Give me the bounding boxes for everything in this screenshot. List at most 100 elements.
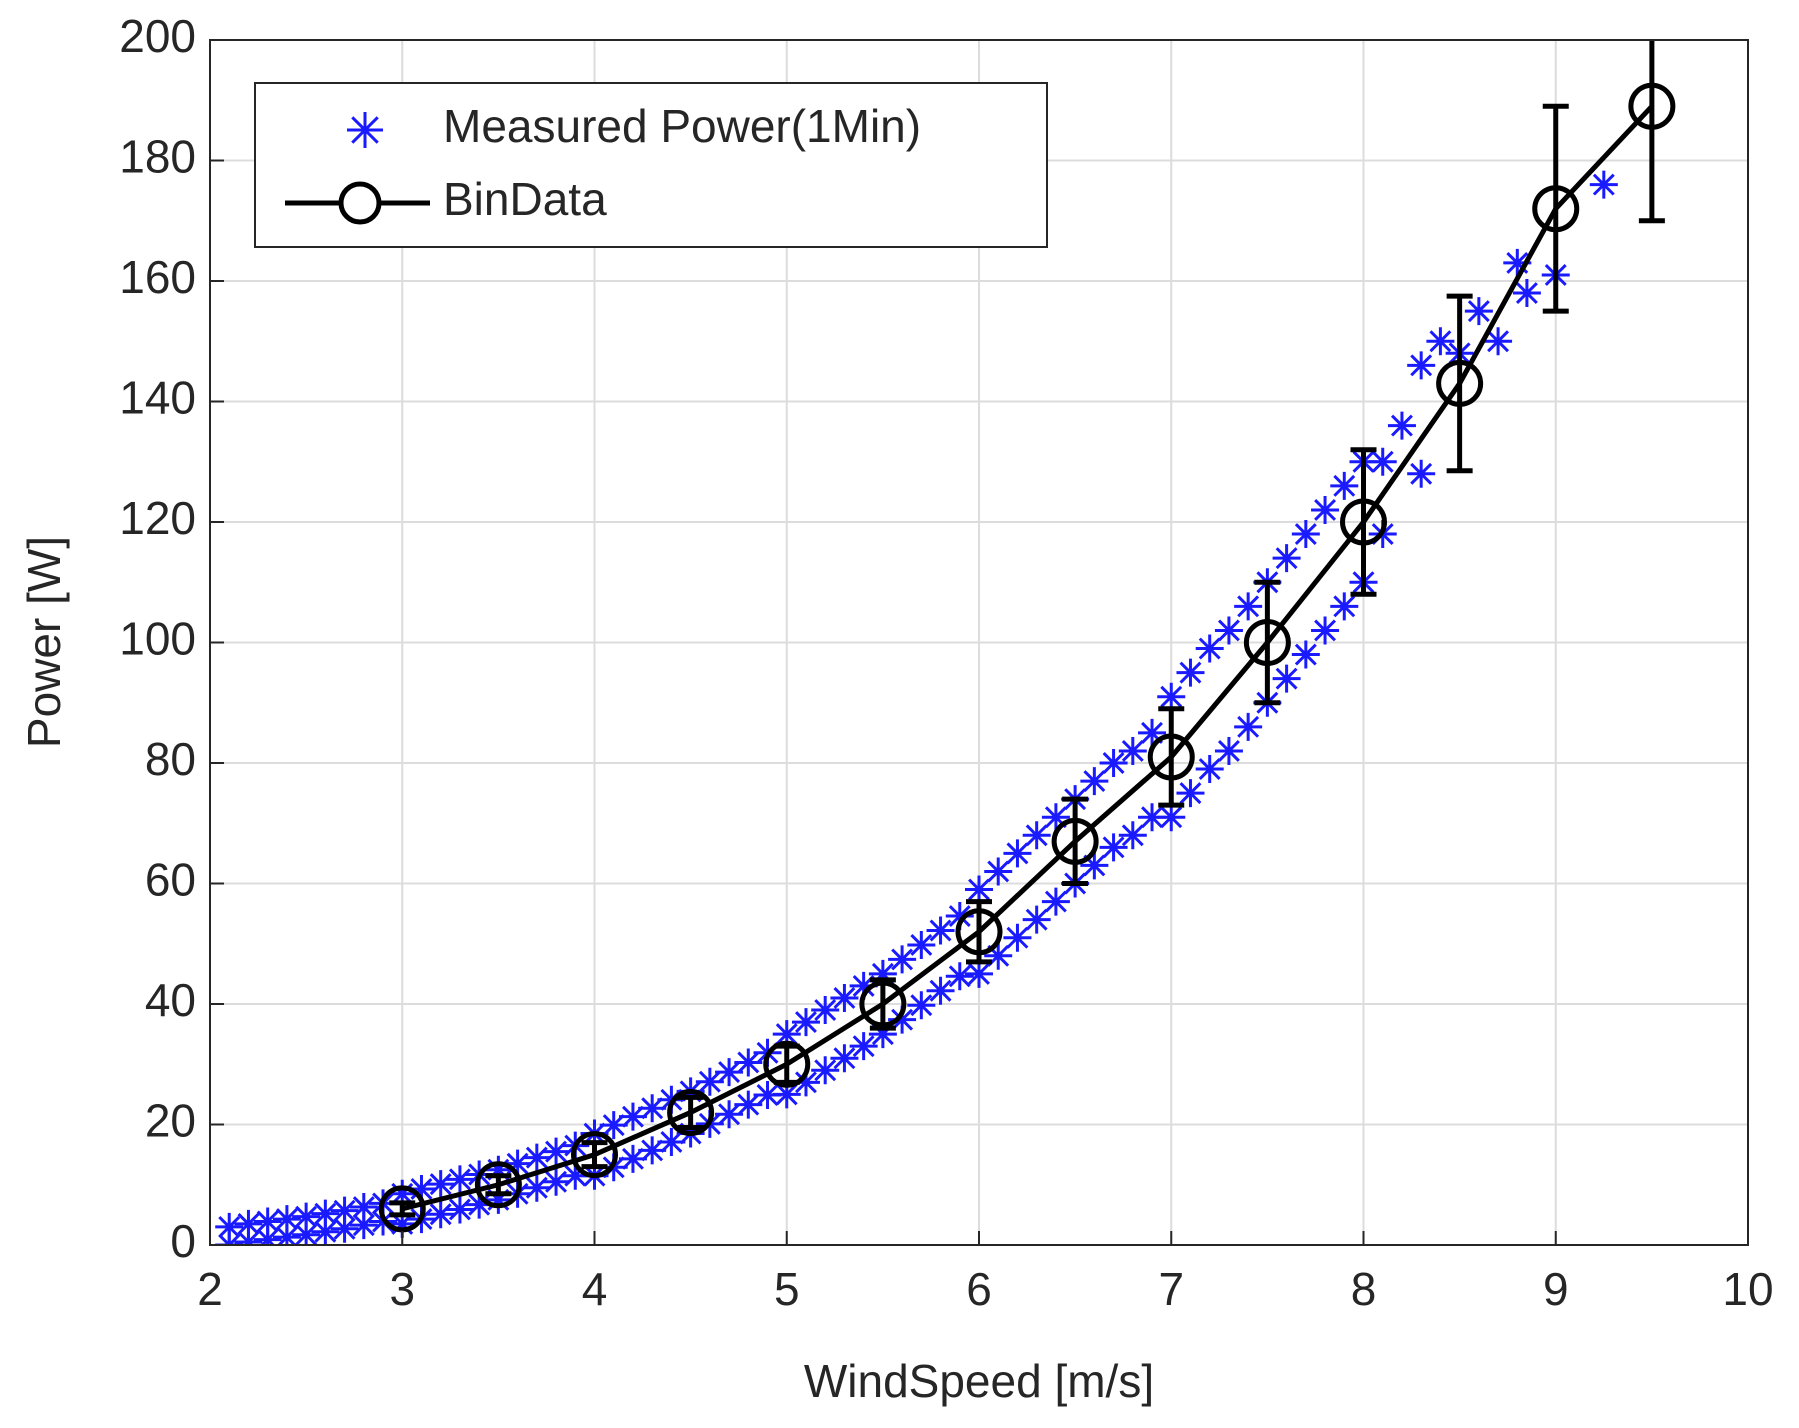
scatter-point (426, 1170, 455, 1199)
bin-marker (474, 1161, 522, 1209)
scatter-point (1022, 905, 1051, 934)
scatter-point (1080, 851, 1109, 880)
scatter-point (1291, 640, 1320, 669)
legend-label: BinData (443, 173, 607, 225)
scatter-point (1311, 616, 1340, 645)
bin-marker (1340, 498, 1387, 546)
scatter-point (907, 930, 936, 959)
scatter-point (907, 991, 936, 1020)
scatter-point (772, 1020, 801, 1049)
scatter-point (811, 1056, 840, 1085)
scatter-point (272, 1223, 301, 1245)
bin-marker (1436, 359, 1484, 407)
scatter-point (888, 1005, 917, 1034)
x-tick-label: 7 (1158, 1263, 1184, 1315)
y-tick-label: 40 (145, 974, 196, 1026)
scatter-point (965, 959, 993, 988)
scatter-point (1311, 495, 1340, 524)
scatter-point (1330, 471, 1359, 500)
scatter-point (1426, 327, 1455, 356)
scatter-point (1176, 779, 1205, 808)
scatter-point (1503, 248, 1532, 277)
scatter-point (868, 959, 897, 988)
bin-line (401, 104, 1654, 1212)
scatter-point (849, 971, 878, 1000)
scatter-point (657, 1127, 686, 1156)
x-tick-label: 3 (389, 1263, 415, 1315)
scatter-point (791, 1008, 820, 1037)
legend-label: Measured Power(1Min) (443, 100, 921, 152)
scatter-point (1176, 658, 1205, 687)
scatter-point (1291, 520, 1320, 549)
x-tick-label: 6 (966, 1263, 992, 1315)
bin-marker (571, 1131, 618, 1179)
scatter-point (638, 1094, 667, 1123)
bin-marker (955, 908, 1003, 956)
scatter-point (926, 916, 955, 945)
scatter-point (715, 1058, 744, 1087)
scatter-point (1195, 755, 1224, 784)
scatter-point (830, 983, 859, 1012)
scatter-point (1099, 833, 1128, 862)
y-tick-label: 100 (119, 613, 196, 665)
scatter-point (1234, 712, 1263, 741)
scatter-point (253, 1225, 282, 1245)
scatter-point (1195, 634, 1224, 663)
scatter-point (945, 962, 974, 991)
error-bar (581, 1140, 608, 1170)
scatter-point (445, 1195, 474, 1224)
bin-marker (763, 1040, 811, 1088)
scatter-point (1407, 459, 1436, 488)
legend-box (254, 82, 1048, 248)
x-tick-label: 8 (1351, 1263, 1377, 1315)
scatter-point (734, 1090, 763, 1119)
scatter-point (984, 941, 1013, 970)
scatter-point (1330, 592, 1359, 621)
y-tick-label: 180 (119, 131, 196, 183)
y-tick-label: 80 (145, 733, 196, 785)
scatter-point (1138, 718, 1167, 747)
scatter-point (1407, 351, 1436, 380)
scatter-point (618, 1102, 647, 1131)
x-tick-label: 2 (197, 1263, 223, 1315)
bin-marker (1051, 817, 1099, 865)
scatter-point (522, 1173, 551, 1202)
scatter-point (484, 1155, 513, 1184)
scatter-point (1214, 736, 1243, 765)
scatter-point (234, 1227, 263, 1245)
scatter-point (1272, 544, 1301, 573)
legend-symbol (347, 112, 383, 148)
error-bar (1446, 293, 1473, 474)
y-tick-label: 20 (145, 1095, 196, 1147)
scatter-point (445, 1165, 474, 1194)
scatter-point (638, 1136, 667, 1165)
scatter-point (715, 1100, 744, 1129)
scatter-point (791, 1068, 820, 1097)
scatter-point (753, 1080, 782, 1109)
scatter-point (388, 1179, 417, 1208)
scatter-point (772, 1080, 801, 1109)
scatter-point (1118, 821, 1147, 850)
scatter-point (311, 1217, 340, 1245)
error-bar (677, 1094, 704, 1131)
scatter-point (888, 945, 917, 974)
bin-marker (378, 1185, 426, 1233)
scatter-point (292, 1220, 321, 1245)
error-bar (1350, 447, 1377, 597)
x-tick-label: 4 (582, 1263, 608, 1315)
scatter-point (830, 1044, 859, 1073)
bin-marker (1532, 185, 1580, 233)
scatter-point (349, 1193, 378, 1222)
error-bar (869, 977, 896, 1031)
scatter-point (253, 1207, 282, 1236)
error-bar (1638, 40, 1665, 224)
bin-marker (667, 1088, 715, 1136)
x-tick-label: 5 (774, 1263, 800, 1315)
scatter-point (542, 1137, 571, 1166)
scatter-point (311, 1199, 340, 1228)
scatter-point (965, 875, 993, 904)
scatter-point (542, 1167, 571, 1196)
scatter-point (849, 1032, 878, 1061)
scatter-point (1041, 887, 1070, 916)
